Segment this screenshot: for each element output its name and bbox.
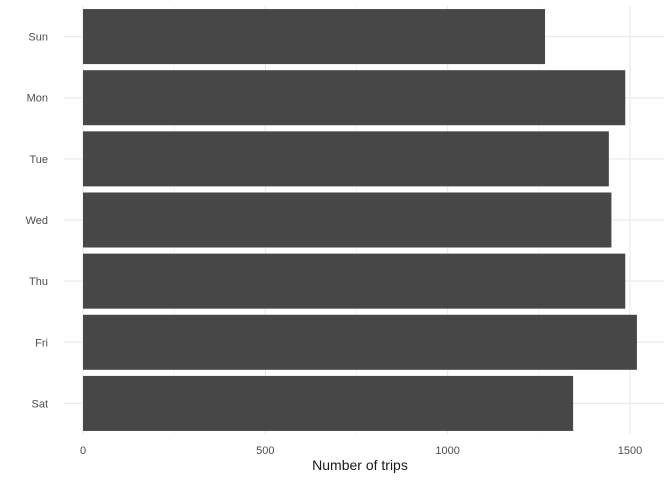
bar-fri <box>83 314 637 370</box>
y-tick-label-sat: Sat <box>31 398 48 410</box>
x-tick-label: 500 <box>256 445 274 457</box>
bar-thu <box>83 253 626 309</box>
x-axis-tick-labels: 0 500 1000 1500 <box>80 445 642 457</box>
y-tick-label-tue: Tue <box>29 154 48 166</box>
x-axis-title: Number of trips <box>312 457 408 473</box>
x-tick-label: 1500 <box>618 445 642 457</box>
bar-wed <box>83 192 612 248</box>
y-tick-label-sun: Sun <box>28 32 48 44</box>
bars <box>83 9 637 431</box>
bar-sun <box>83 9 546 65</box>
x-tick-label: 0 <box>80 445 86 457</box>
y-tick-label-thu: Thu <box>29 276 48 288</box>
bar-sat <box>83 375 574 431</box>
bar-tue <box>83 131 609 187</box>
y-tick-label-wed: Wed <box>26 215 48 227</box>
bar-mon <box>83 70 626 126</box>
x-tick-label: 1000 <box>435 445 459 457</box>
y-axis-tick-labels: Sun Mon Tue Wed Thu Fri Sat <box>26 32 48 411</box>
y-tick-label-fri: Fri <box>35 337 48 349</box>
y-tick-label-mon: Mon <box>27 93 48 105</box>
